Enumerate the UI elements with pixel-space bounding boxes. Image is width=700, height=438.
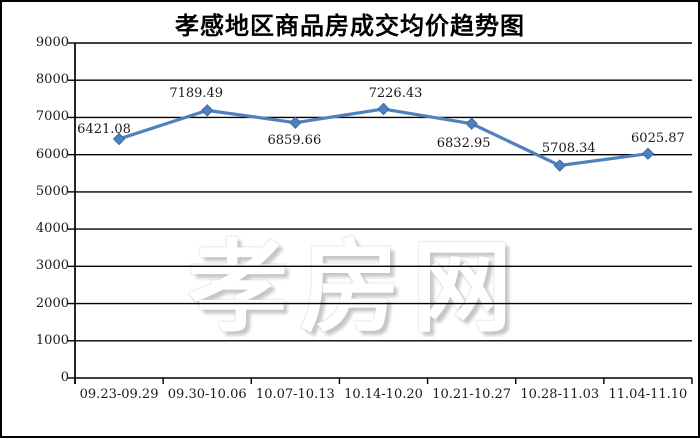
data-point-marker [112, 132, 126, 146]
data-point-marker [289, 116, 302, 129]
data-point-marker [377, 102, 390, 116]
watermark-text: 孝房网 [188, 229, 524, 346]
chart-title: 孝感地区商品房成交均价趋势图 [175, 11, 525, 40]
data-point-marker [201, 104, 214, 117]
data-point-marker [553, 159, 566, 172]
data-point-marker [465, 117, 478, 130]
data-point-marker [641, 147, 655, 160]
